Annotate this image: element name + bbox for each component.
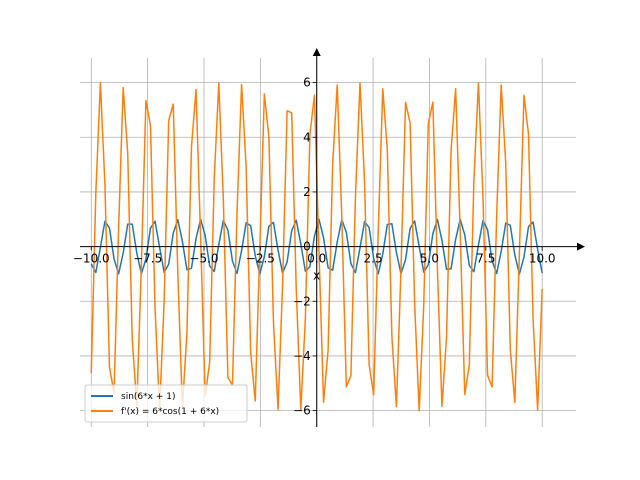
y-tick-label: −2 xyxy=(293,294,311,308)
x-tick-label: −7.5 xyxy=(133,252,162,266)
x-tick-label: 7.5 xyxy=(476,252,495,266)
x-axis-arrow xyxy=(577,242,585,251)
ticks: −10.0 −7.5 −5.0 −2.5 0.0 2.5 5.0 7.5 10.0 −6 −4 −2 0… xyxy=(73,76,556,418)
x-tick-label: −10.0 xyxy=(73,252,110,266)
x-tick-label: 5.0 xyxy=(420,252,439,266)
x-tick-label: −5.0 xyxy=(189,252,218,266)
grid xyxy=(80,58,576,427)
legend: sin(6*x + 1) f'(x) = 6*cos(1 + 6*x) xyxy=(84,384,248,423)
axes xyxy=(80,48,585,427)
legend-frame xyxy=(84,384,248,423)
legend-label-series-1: sin(6*x + 1) xyxy=(121,392,175,402)
y-tick-label: 4 xyxy=(303,130,311,144)
x-tick-label: 0.0 xyxy=(307,252,326,266)
x-axis-label: x xyxy=(313,269,320,283)
x-tick-label: 10.0 xyxy=(529,252,556,266)
y-tick-label: 6 xyxy=(303,76,311,90)
y-tick-label: −4 xyxy=(293,349,311,363)
y-tick-label: 2 xyxy=(303,185,311,199)
legend-label-series-2: f'(x) = 6*cos(1 + 6*x) xyxy=(121,407,219,417)
x-tick-label: 2.5 xyxy=(364,252,383,266)
y-tick-label: −6 xyxy=(293,404,311,418)
y-tick-label: 0 xyxy=(303,240,311,254)
y-axis-arrow xyxy=(312,48,321,56)
x-tick-label: −2.5 xyxy=(246,252,275,266)
